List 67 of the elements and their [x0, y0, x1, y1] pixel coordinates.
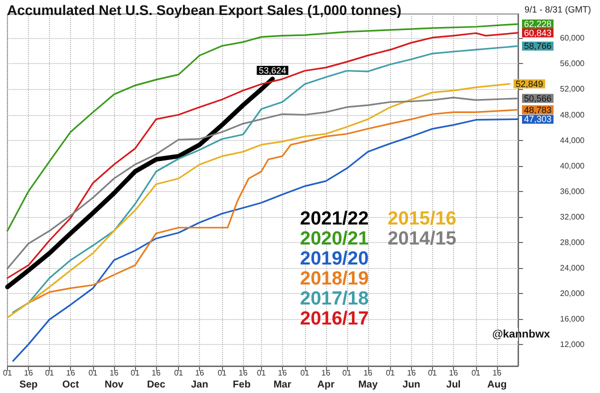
x-tick-label: 16: [24, 368, 34, 378]
x2-tick-label: Jul: [446, 380, 461, 390]
x-tick-label: 01: [174, 368, 184, 378]
chart-title: Accumulated Net U.S. Soybean Export Sales (1,000 tonnes): [7, 2, 402, 18]
y-tick-label: 44,000: [560, 136, 586, 145]
y-tick-label: 60,000: [560, 34, 586, 43]
x-tick-label: 16: [152, 368, 162, 378]
data-label: 52,849: [516, 78, 544, 89]
x-tick-label: 01: [342, 368, 352, 378]
y-tick-label: 28,000: [560, 238, 586, 247]
x-tick-label: 01: [428, 368, 438, 378]
x-tick-label: 01: [256, 368, 266, 378]
x-tick-label: 16: [195, 368, 205, 378]
y-tick-label: 24,000: [560, 263, 586, 272]
text: 2018/19: [300, 268, 369, 290]
text: 2020/21: [300, 228, 370, 250]
x2-tick-label: Oct: [62, 380, 80, 390]
x-tick-label: 16: [66, 368, 76, 378]
x2-tick-label: Jan: [190, 380, 208, 390]
x-tick-label: 16: [278, 368, 288, 378]
text: 2015/16: [388, 208, 456, 230]
text: 2019/20: [300, 248, 369, 270]
y-tick-label: 56,000: [560, 59, 586, 68]
x2-tick-label: May: [358, 380, 378, 390]
text: 2021/22: [300, 208, 369, 230]
x-tick-label: 16: [363, 368, 373, 378]
y-tick-label: 40,000: [560, 161, 586, 170]
data-label: 58,766: [524, 41, 552, 52]
y-tick-label: 20,000: [560, 288, 586, 298]
x-tick-label: 01: [2, 368, 12, 378]
x-tick-label: 01: [386, 368, 396, 378]
x2-tick-label: Feb: [232, 380, 251, 390]
x2-tick-label: Mar: [273, 380, 292, 390]
data-label: 50,566: [524, 93, 552, 104]
x-tick-label: 16: [406, 368, 416, 378]
x2-tick-label: Jun: [402, 380, 420, 390]
x-tick-label: 16: [449, 368, 458, 378]
y-tick-label: 12,000: [560, 340, 586, 349]
x2-tick-label: Dec: [146, 380, 166, 390]
y-tick-label: 36,000: [560, 186, 586, 196]
data-label: 53,624: [258, 65, 286, 76]
text: 2014/15: [388, 228, 457, 250]
text: 2016/17: [300, 308, 369, 330]
data-label: 47,303: [524, 114, 552, 124]
x-tick-label: 01: [218, 368, 228, 378]
x2-tick-label: Nov: [104, 380, 124, 390]
x-tick-label: 01: [88, 368, 98, 378]
x-tick-label: 16: [492, 368, 502, 378]
x-tick-label: 16: [321, 368, 331, 378]
x2-tick-label: Apr: [317, 380, 335, 390]
x2-tick-label: Sep: [19, 380, 38, 390]
y-tick-label: 48,000: [560, 110, 586, 120]
y-tick-label: 52,000: [560, 84, 586, 94]
x2-tick-label: Aug: [487, 380, 507, 390]
x-tick-label: 01: [471, 368, 481, 378]
x-tick-label: 01: [130, 368, 140, 378]
x-tick-label: 01: [300, 368, 310, 378]
data-label: 60,843: [524, 28, 552, 38]
y-tick-label: 16,000: [560, 314, 586, 324]
text: 9/1 - 8/31 (GMT): [524, 4, 592, 14]
x-tick-label: 16: [110, 368, 120, 378]
y-tick-label: 32,000: [560, 212, 586, 222]
data-label: 62,228: [524, 19, 552, 30]
data-label: 48,783: [524, 104, 552, 115]
text: 2017/18: [300, 288, 369, 310]
x-tick-label: 01: [45, 368, 55, 378]
x-tick-label: 16: [238, 368, 248, 378]
